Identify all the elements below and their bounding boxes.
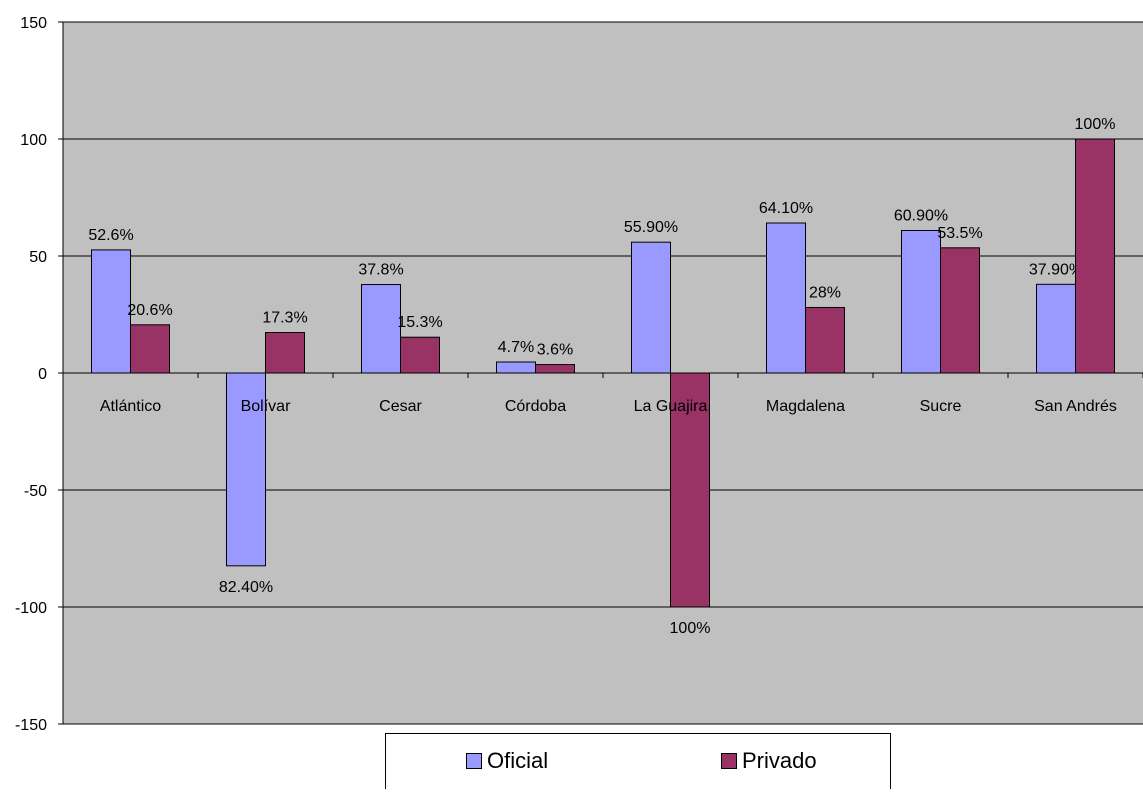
bar-privado: [940, 247, 980, 374]
x-tick-label: La Guajira: [634, 398, 708, 415]
legend-swatch-privado: [721, 753, 737, 769]
data-label: 4.7%: [498, 339, 534, 356]
bar-oficial: [766, 222, 806, 374]
data-label: 28%: [809, 284, 841, 301]
bar-privado: [1075, 138, 1115, 374]
legend-item-privado: Privado: [721, 748, 817, 774]
x-tick-label: Cesar: [379, 398, 422, 415]
x-tick-label: Sucre: [920, 398, 962, 415]
data-label: 20.6%: [127, 302, 172, 319]
y-tick-label: -100: [15, 600, 47, 617]
bar-privado: [130, 324, 170, 374]
x-tick-label: Córdoba: [505, 398, 566, 415]
legend-label-oficial: Oficial: [487, 748, 549, 773]
y-tick-label: 0: [38, 366, 47, 383]
data-label: 52.6%: [88, 227, 133, 244]
y-tick-label: -150: [15, 717, 47, 734]
y-tick-label: -50: [24, 483, 47, 500]
data-label: 15.3%: [397, 314, 442, 331]
bar-privado: [535, 364, 575, 374]
x-tick-label: Atlántico: [100, 398, 161, 415]
data-label: 100%: [670, 620, 711, 637]
x-tick-label: Bolívar: [241, 398, 291, 415]
data-label: 64.10%: [759, 200, 813, 217]
legend: Oficial Privado: [385, 733, 891, 789]
data-label: 3.6%: [537, 342, 573, 359]
bar-oficial: [496, 361, 536, 374]
bar-privado: [400, 336, 440, 374]
legend-label-privado: Privado: [742, 748, 817, 773]
bar-oficial: [1036, 283, 1076, 374]
bar-oficial: [631, 241, 671, 374]
y-tick-label: 150: [20, 15, 47, 32]
data-label: 55.90%: [624, 219, 678, 236]
legend-swatch-oficial: [466, 753, 482, 769]
bar-oficial: [91, 249, 131, 374]
bar-privado: [805, 306, 845, 374]
legend-item-oficial: Oficial: [466, 748, 548, 774]
x-tick-label: San Andrés: [1034, 398, 1117, 415]
data-label: 17.3%: [262, 310, 307, 327]
data-label: 37.90%: [1029, 261, 1083, 278]
bar-oficial: [901, 229, 941, 374]
data-label: 60.90%: [894, 207, 948, 224]
bar-oficial: [361, 284, 401, 374]
x-tick-label: Magdalena: [766, 398, 845, 415]
data-label: 100%: [1075, 116, 1116, 133]
data-label: 82.40%: [219, 579, 273, 596]
y-tick-label: 100: [20, 132, 47, 149]
bar-privado: [265, 332, 305, 374]
y-tick-label: 50: [29, 249, 47, 266]
data-label: 37.8%: [358, 262, 403, 279]
data-label: 53.5%: [937, 225, 982, 242]
